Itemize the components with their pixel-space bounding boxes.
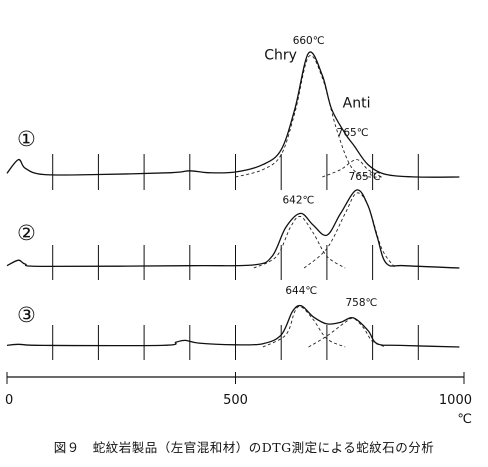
peak-label: 765℃ bbox=[337, 127, 369, 139]
panel-3: ③ 644℃ 758℃ bbox=[6, 285, 460, 360]
x-tick-label: 0 bbox=[5, 393, 13, 408]
peak-label: 758℃ bbox=[345, 297, 377, 309]
component-label: Chry bbox=[264, 48, 297, 64]
panel-label: ③ bbox=[17, 303, 36, 327]
plot-area: ① 660℃ 765℃ Chry Anti ② 642℃ 765℃ ③ 644℃ 758℃ bbox=[6, 35, 460, 360]
x-axis: 0 500 1000 ℃ bbox=[5, 372, 472, 427]
x-tick-label: 1000 bbox=[439, 393, 472, 408]
fitted-component-curve bbox=[253, 215, 346, 269]
fitted-component-curve bbox=[308, 317, 387, 348]
x-tick-label: 500 bbox=[223, 393, 248, 408]
peak-label: 642℃ bbox=[282, 194, 314, 206]
fitted-component-curve bbox=[322, 159, 382, 178]
component-label: Anti bbox=[343, 95, 371, 111]
x-axis-unit: ℃ bbox=[457, 412, 472, 427]
panel-label: ② bbox=[17, 221, 36, 245]
fitted-component-curve bbox=[235, 55, 382, 178]
panel-2: ② 642℃ 765℃ bbox=[6, 171, 460, 280]
peak-label: 765℃ bbox=[349, 171, 381, 183]
dtg-curve bbox=[6, 51, 460, 178]
dtg-curve bbox=[6, 304, 460, 348]
figure-caption: 図９ 蛇紋岩製品（左官混和材）のDTG測定による蛇紋石の分析 bbox=[53, 440, 435, 455]
panel-label: ① bbox=[17, 127, 36, 151]
dtg-curve bbox=[6, 189, 460, 269]
panel-1: ① 660℃ 765℃ Chry Anti bbox=[6, 35, 460, 190]
peak-label: 644℃ bbox=[285, 285, 317, 297]
fitted-component-curve bbox=[303, 192, 396, 269]
fitted-component-curve bbox=[262, 305, 346, 348]
peak-label: 660℃ bbox=[293, 35, 325, 47]
